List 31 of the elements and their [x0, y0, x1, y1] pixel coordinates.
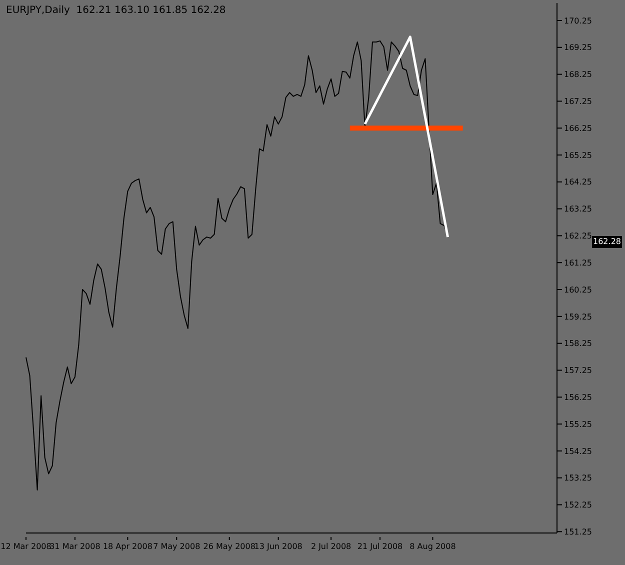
y-tick-label: 168.25	[564, 70, 592, 80]
y-tick-label: 169.25	[564, 43, 592, 52]
y-tick-label: 163.25	[564, 204, 592, 214]
x-tick-label: 2 Jul 2008	[310, 542, 352, 551]
chart-title: EURJPY,Daily 162.21 163.10 161.85 162.28	[6, 5, 226, 16]
y-tick-label: 159.25	[564, 312, 592, 322]
y-tick-label: 157.25	[564, 366, 592, 376]
y-tick-label: 170.25	[564, 16, 592, 26]
y-tick-label: 152.25	[564, 500, 592, 510]
y-tick-label: 160.25	[564, 285, 592, 294]
y-tick-label: 153.25	[564, 474, 592, 483]
x-tick-label: 18 Apr 2008	[102, 542, 152, 551]
x-tick-label: 26 May 2008	[203, 542, 256, 551]
y-tick-label: 167.25	[564, 97, 592, 106]
y-tick-label: 154.25	[564, 446, 592, 456]
y-tick-label: 164.25	[564, 178, 592, 187]
y-tick-label: 166.25	[564, 124, 592, 133]
x-tick-label: 12 Mar 2008	[0, 542, 52, 551]
x-tick-label: 7 May 2008	[153, 542, 200, 551]
y-tick-label: 158.25	[564, 339, 592, 348]
y-tick-label: 156.25	[564, 392, 592, 402]
x-tick-label: 13 Jun 2008	[254, 542, 302, 551]
y-tick-label: 165.25	[564, 150, 592, 160]
x-tick-label: 21 Jul 2008	[357, 542, 403, 551]
y-tick-label: 161.25	[564, 258, 592, 268]
y-tick-label: 155.25	[564, 420, 592, 429]
x-tick-label: 31 Mar 2008	[50, 542, 100, 551]
text: 162.28	[592, 236, 622, 248]
x-tick-label: 8 Aug 2008	[410, 542, 456, 551]
y-tick-label: 151.25	[564, 527, 592, 536]
y-tick-label: 162.25	[564, 232, 592, 241]
